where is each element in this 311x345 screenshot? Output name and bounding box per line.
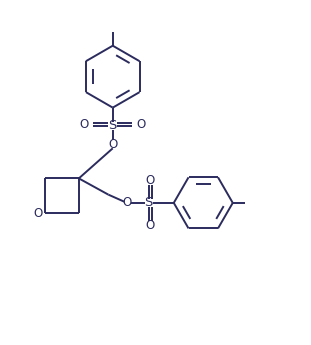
Text: S: S [145, 196, 153, 209]
Text: O: O [122, 196, 131, 209]
Text: O: O [80, 118, 89, 131]
Text: S: S [109, 119, 117, 132]
Text: O: O [108, 138, 117, 151]
Text: O: O [145, 219, 155, 232]
Text: O: O [34, 207, 43, 220]
Text: O: O [137, 118, 146, 131]
Text: O: O [145, 174, 155, 187]
